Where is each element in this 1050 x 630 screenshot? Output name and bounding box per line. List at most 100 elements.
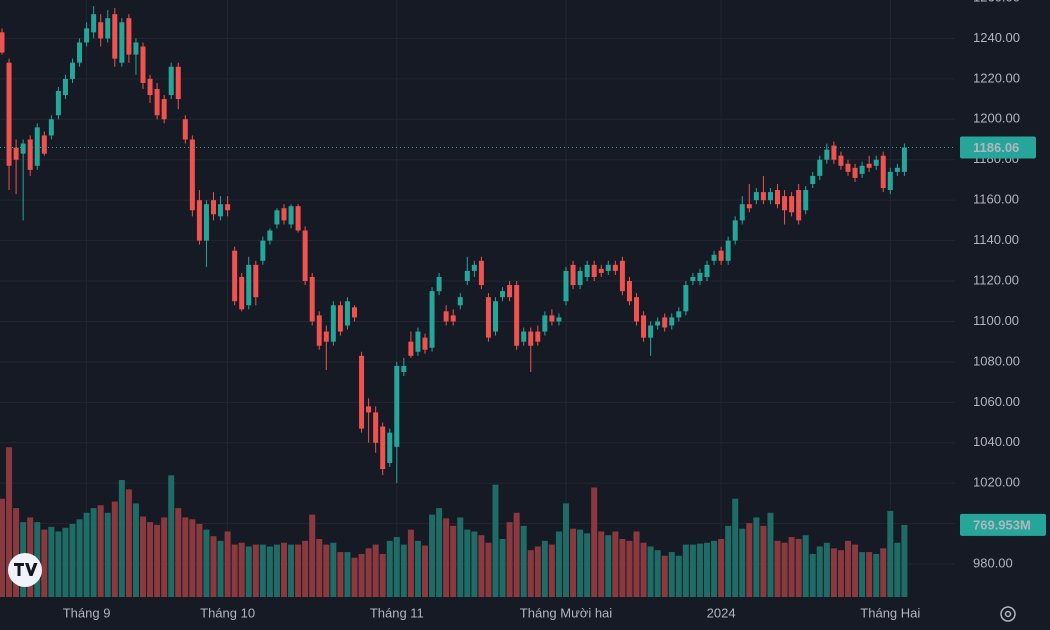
candle-body (704, 264, 710, 277)
volume-bar (309, 514, 316, 597)
candle-body (211, 200, 216, 215)
candle-body (556, 317, 562, 322)
plot-area (0, 6, 955, 597)
volume-bar (414, 540, 421, 597)
volume-bar (252, 544, 259, 597)
candle-body (676, 311, 682, 318)
volume-bar (802, 535, 809, 597)
y-tick-label: 980.00 (973, 555, 1013, 570)
candle-body (880, 155, 886, 189)
volume-bar (852, 544, 859, 597)
volume-bar (288, 544, 295, 597)
candle-body (838, 155, 844, 166)
candle-body (725, 240, 731, 261)
candle-body (281, 208, 287, 221)
volume-bar (154, 524, 161, 597)
candle-body (140, 46, 146, 83)
volume-bar (591, 487, 598, 597)
volume-bar (0, 498, 5, 597)
gear-hub[interactable] (1004, 610, 1012, 618)
candle-body (55, 90, 61, 116)
candle-body (471, 264, 477, 271)
volume-bar (823, 542, 830, 597)
volume-bar (520, 525, 527, 597)
candle-body (373, 412, 379, 443)
y-tick-label: 1160.00 (973, 192, 1019, 207)
volume-bar (859, 552, 866, 597)
candle-body (866, 163, 872, 168)
volume-bar (302, 540, 309, 597)
volume-bar (316, 538, 323, 597)
volume-bar (344, 552, 351, 597)
volume-bar (62, 527, 69, 597)
candle-body (267, 230, 273, 241)
candle-body (810, 175, 816, 184)
volume-bar (506, 522, 513, 597)
candle-body (542, 315, 548, 332)
candle-body (436, 276, 442, 292)
volume-bar (837, 550, 844, 597)
candle-body (711, 254, 717, 261)
candle-body (760, 192, 766, 201)
candle-body (746, 204, 752, 209)
volume-bar (259, 544, 266, 597)
candle-body (232, 250, 238, 302)
candle-body (98, 22, 104, 39)
candle-body (77, 42, 83, 63)
volume-bar (189, 519, 196, 597)
volume-bar (266, 546, 273, 597)
volume-bar (365, 548, 372, 597)
candle-body (260, 240, 266, 261)
volume-bar (570, 528, 577, 597)
y-tick-label: 1220.00 (973, 70, 1020, 85)
volume-bar (273, 544, 280, 597)
y-tick-label: 1080.00 (973, 353, 1020, 368)
y-tick-label: 1200.00 (973, 111, 1020, 126)
settings-icon[interactable] (1000, 606, 1016, 622)
candle-body (464, 270, 470, 282)
candle-body (288, 206, 294, 225)
candle-body (41, 135, 47, 154)
candle-body (457, 297, 463, 306)
candle-body (6, 62, 12, 166)
candle-body (352, 307, 357, 318)
volume-bar (393, 537, 400, 597)
volume-bar (90, 508, 97, 597)
last-volume-label: 769.953M (973, 517, 1031, 532)
volume-bar (422, 545, 428, 597)
volume-bar (457, 517, 464, 597)
volume-bar (654, 550, 661, 597)
volume-bar (887, 510, 894, 597)
volume-bar (711, 540, 718, 597)
volume-bar (584, 533, 591, 597)
volume-bar (386, 540, 393, 597)
candle-body (535, 331, 541, 342)
candle-body (852, 167, 858, 178)
axes: 980.001000.001020.001040.001060.001080.0… (63, 0, 1046, 620)
x-tick-label: Tháng 11 (370, 605, 424, 620)
volume-bar (767, 512, 774, 597)
volume-bar (774, 540, 781, 597)
candle-body (337, 305, 343, 332)
candle-body (168, 66, 174, 96)
candle-body (401, 365, 407, 372)
volume-bar (760, 525, 767, 597)
volume-bar (619, 538, 626, 597)
candle-body (175, 66, 181, 100)
candle-body (422, 337, 428, 350)
candle-body (648, 325, 654, 338)
candle-body (767, 192, 773, 201)
volume-bar (633, 531, 640, 597)
candle-body (500, 291, 506, 298)
volume-bar (901, 524, 908, 597)
gear[interactable] (1000, 606, 1016, 622)
y-tick-label: 1100.00 (973, 313, 1019, 328)
candle-body (62, 78, 68, 96)
candle-body (683, 285, 689, 312)
candle-body (126, 18, 132, 55)
volume-bar (788, 537, 795, 597)
candle-body (20, 143, 26, 154)
volume-bar (598, 531, 605, 597)
